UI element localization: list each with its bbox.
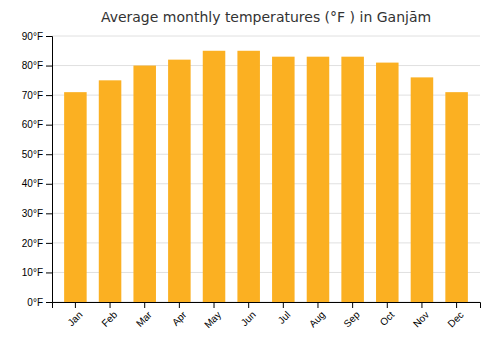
tick-label: 0°F — [27, 297, 43, 308]
chart: 0°F 10°F 20°F 30°F 40°F 50°F 60°F 70°F 80°F 90°F J… — [0, 0, 500, 350]
tick-mark — [46, 125, 52, 126]
tick-mark — [46, 154, 52, 155]
bar — [133, 66, 156, 302]
tick-mark — [317, 302, 318, 308]
tick-mark — [46, 184, 52, 185]
tick-mark — [46, 66, 52, 67]
bar — [203, 51, 226, 302]
title: Average monthly temperatures (°F ) in Ga… — [101, 9, 431, 25]
tick-mark — [283, 302, 284, 308]
tick-label: Nov — [411, 309, 431, 329]
tick-mark — [46, 302, 52, 303]
tick: 20°F — [22, 238, 52, 249]
bar — [168, 60, 191, 302]
tick: 0°F — [27, 297, 52, 308]
tick: Nov — [411, 302, 431, 329]
tick-label: 60°F — [22, 119, 43, 130]
tick-mark — [46, 95, 52, 96]
tick-label: Jul — [276, 309, 293, 326]
tick-mark — [110, 302, 111, 308]
tick: Jul — [276, 302, 293, 326]
tick-mark — [248, 302, 249, 308]
tick-mark — [387, 302, 388, 308]
tick: 80°F — [22, 60, 52, 71]
bar — [307, 57, 330, 302]
tick-mark — [46, 272, 52, 273]
bar — [376, 63, 399, 302]
tick: Aug — [307, 302, 327, 329]
tick: 50°F — [22, 149, 52, 160]
tick-mark — [75, 302, 76, 308]
bars — [64, 51, 468, 302]
tick-mark — [144, 302, 145, 308]
tick: 90°F — [22, 31, 52, 42]
tick: 40°F — [22, 178, 52, 189]
bar — [237, 51, 260, 302]
tick: Jun — [239, 302, 258, 328]
tick-mark — [421, 302, 422, 308]
tick-label: 30°F — [22, 208, 43, 219]
tick-label: Apr — [170, 309, 189, 328]
tick-label: Aug — [307, 309, 327, 329]
tick-label: 20°F — [22, 238, 43, 249]
tick-mark — [46, 36, 52, 37]
tick-label: Oct — [378, 309, 397, 328]
tick-label: Jan — [65, 309, 84, 328]
plot: 0°F 10°F 20°F 30°F 40°F 50°F 60°F 70°F 80°F 90°F J… — [22, 31, 481, 331]
tick-label: 40°F — [22, 178, 43, 189]
tick: 30°F — [22, 208, 52, 219]
tick-label: 70°F — [22, 90, 43, 101]
tick-mark — [456, 302, 457, 308]
axis-line — [46, 37, 53, 303]
tick-label: Jun — [239, 309, 258, 328]
tick: 60°F — [22, 119, 52, 130]
tick-mark — [352, 302, 353, 308]
grid — [52, 36, 480, 302]
tick-label: Sep — [341, 309, 362, 330]
tick-label: Feb — [99, 309, 119, 329]
tick-mark — [46, 213, 52, 214]
axis-line — [53, 303, 481, 309]
tick-label: 10°F — [22, 267, 43, 278]
bar — [341, 57, 364, 302]
tick: 10°F — [22, 267, 52, 278]
tick-label: Dec — [445, 309, 465, 329]
tick-mark — [179, 302, 180, 308]
tick-label: Mar — [134, 309, 154, 329]
tick-label: May — [202, 309, 223, 330]
tick: May — [202, 302, 223, 330]
tick: Mar — [134, 302, 154, 329]
tick-mark — [46, 243, 52, 244]
bar — [64, 92, 87, 302]
tick: 70°F — [22, 90, 52, 101]
tick-mark — [214, 302, 215, 308]
bar — [272, 57, 295, 302]
bar — [99, 80, 122, 302]
tick: Dec — [445, 302, 465, 329]
tick-label: 90°F — [22, 31, 43, 42]
tick: Sep — [341, 302, 362, 329]
tick: Oct — [378, 302, 397, 328]
grid-line — [52, 65, 480, 66]
tick-label: 50°F — [22, 149, 43, 160]
tick: Jan — [65, 302, 84, 328]
grid-line — [52, 36, 480, 37]
y-axis: 0°F 10°F 20°F 30°F 40°F 50°F 60°F 70°F 80°F 90°F — [22, 31, 53, 308]
bar — [445, 92, 468, 302]
tick: Feb — [99, 302, 119, 329]
tick-label: 80°F — [22, 60, 43, 71]
x-axis: Jan Feb Mar Apr May Jun Jul Aug Sep Oct Nov Dec — [53, 302, 481, 330]
bar — [411, 77, 434, 302]
tick: Apr — [170, 302, 189, 328]
